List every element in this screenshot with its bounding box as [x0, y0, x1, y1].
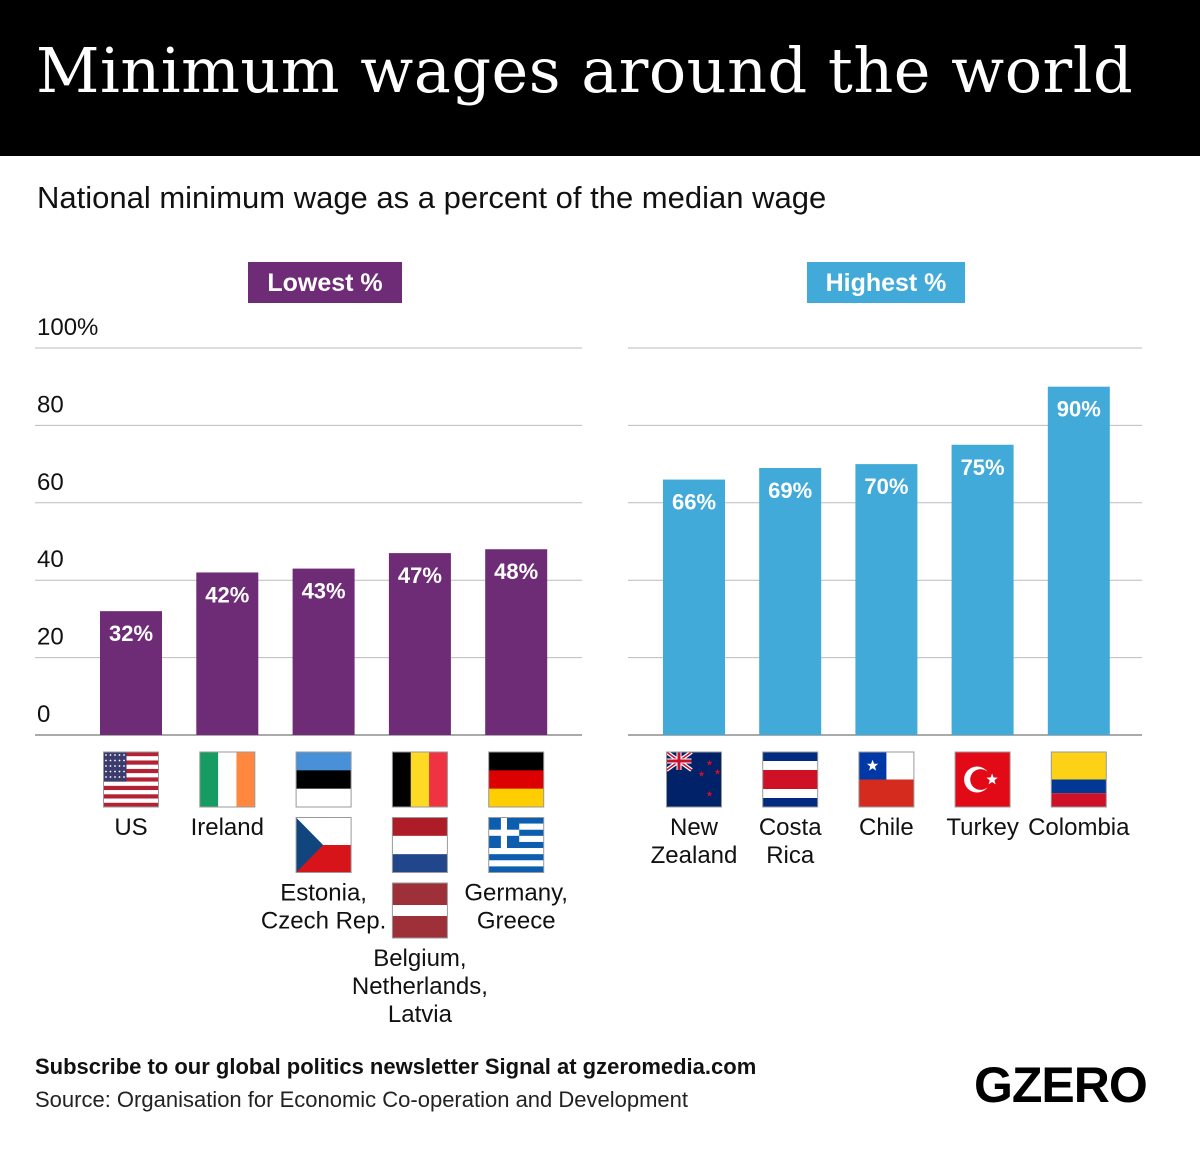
bar-value-label: 69%	[768, 478, 812, 503]
bar-value-label: 32%	[109, 621, 153, 646]
bar	[100, 611, 162, 735]
bar-value-label: 70%	[864, 474, 908, 499]
bar	[485, 549, 548, 735]
chile-flag-icon	[858, 751, 915, 808]
czech-flag-icon	[295, 817, 352, 873]
panel-title-box	[248, 262, 402, 303]
source-note: Source: Organisation for Economic Co-ope…	[35, 1087, 689, 1112]
bar-value-label: 90%	[1057, 397, 1101, 422]
category-label: Estonia,	[280, 880, 367, 907]
chart-subtitle: National minimum wage as a percent of th…	[37, 180, 827, 215]
bar-value-label: 66%	[672, 490, 716, 515]
category-label: Turkey	[946, 814, 1018, 841]
category-label: Netherlands,	[352, 973, 488, 1000]
bar	[1047, 386, 1110, 735]
latvia-flag-icon	[391, 882, 448, 939]
y-tick-label: 40	[37, 546, 64, 573]
category-label: US	[114, 814, 147, 841]
panel-title-box	[807, 262, 965, 303]
gzero-logo: GZERO	[974, 1057, 1148, 1113]
y-tick-label: 0	[37, 701, 50, 728]
bar	[951, 444, 1014, 735]
bar	[292, 568, 355, 735]
netherlands-flag-icon	[391, 817, 448, 873]
panel-title: Highest %	[826, 269, 947, 297]
bar-value-label: 48%	[494, 559, 538, 584]
category-label: Rica	[766, 842, 815, 869]
bar-value-label: 42%	[205, 582, 249, 607]
panel-title: Lowest %	[267, 269, 382, 297]
newzealand-flag-icon	[665, 750, 722, 808]
us-flag-icon	[103, 751, 159, 808]
germany-flag-icon	[488, 751, 545, 808]
y-tick-label: 60	[37, 469, 64, 496]
chart-panel-lowest: Lowest % 0 20 40 60 80 100% 32% US 42% Ireland 43% E…	[35, 262, 582, 1028]
bar	[663, 479, 725, 735]
turkey-flag-icon	[954, 751, 1011, 808]
title-bar: Minimum wages around the world	[0, 0, 1200, 156]
costarica-flag-icon	[762, 751, 819, 808]
greece-flag-icon	[488, 817, 545, 873]
ireland-flag-icon	[199, 751, 256, 808]
category-label: Germany,	[464, 880, 568, 907]
page-title: Minimum wages around the world	[36, 34, 1134, 107]
category-label: Ireland	[191, 814, 264, 841]
y-tick-label: 20	[37, 624, 64, 651]
bar-value-label: 75%	[961, 455, 1005, 480]
category-label: Latvia	[388, 1001, 453, 1028]
belgium-flag-icon	[391, 751, 448, 808]
colombia-flag-icon	[1050, 751, 1107, 808]
bar	[855, 464, 918, 735]
category-label: New	[670, 814, 719, 841]
y-tick-label: 100%	[37, 314, 98, 341]
y-tick-label: 80	[37, 391, 64, 418]
bar-value-label: 47%	[398, 563, 442, 588]
category-label: Belgium,	[373, 945, 466, 972]
category-label: Zealand	[651, 842, 738, 869]
bar	[196, 572, 259, 735]
subscribe-note: Subscribe to our global politics newslet…	[35, 1054, 757, 1079]
category-label: Czech Rep.	[261, 908, 386, 935]
category-label: Colombia	[1028, 814, 1130, 841]
category-label: Greece	[477, 908, 556, 935]
category-label: Costa	[759, 814, 822, 841]
bar	[759, 467, 822, 735]
category-label: Chile	[859, 814, 914, 841]
bar-value-label: 43%	[302, 579, 346, 604]
bar	[388, 553, 451, 735]
estonia-flag-icon	[295, 751, 352, 808]
